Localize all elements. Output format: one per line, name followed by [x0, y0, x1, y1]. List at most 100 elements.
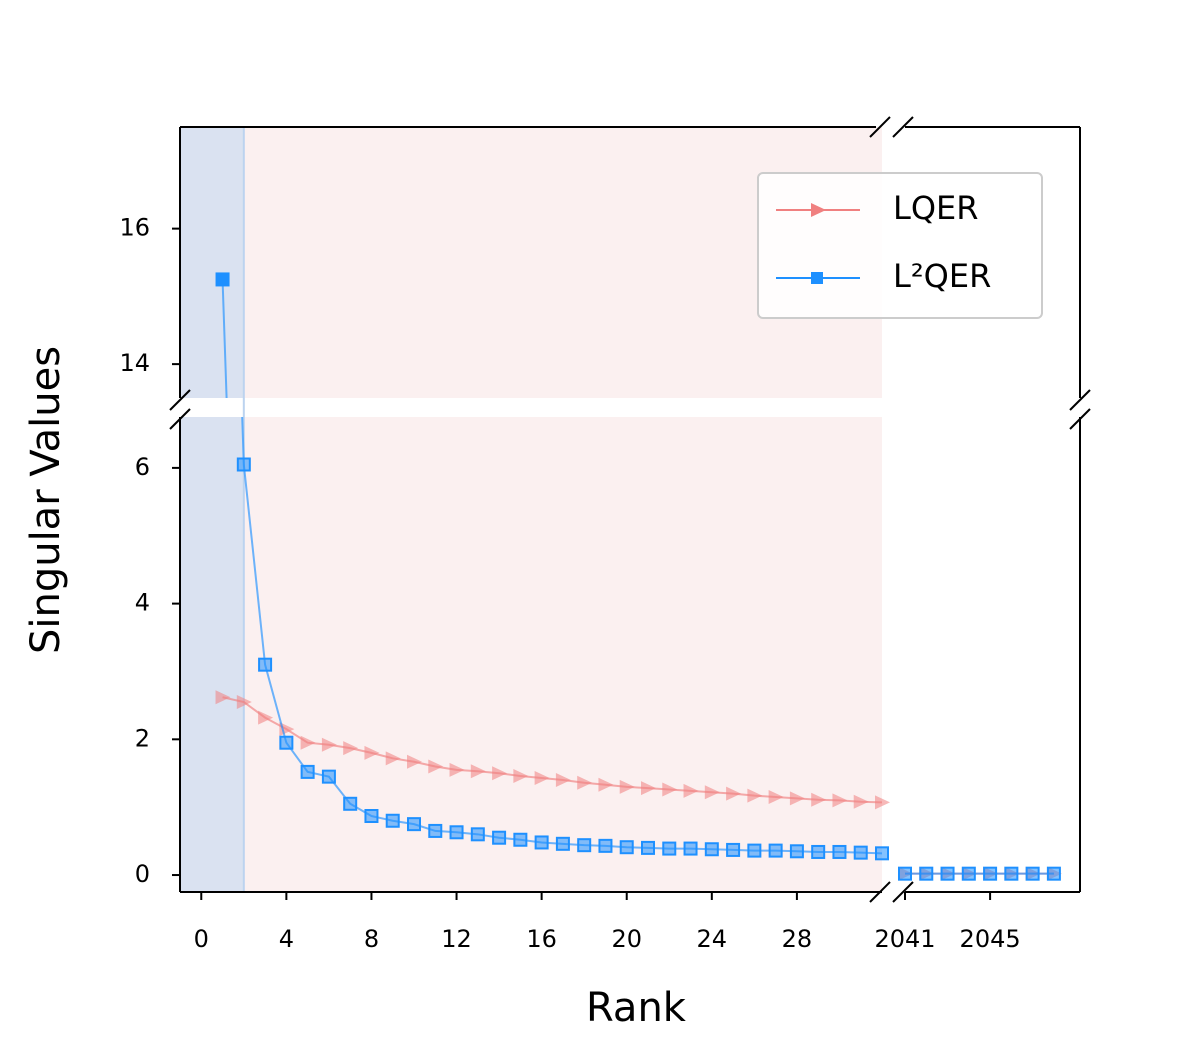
data-point	[364, 745, 380, 760]
data-point	[983, 866, 998, 881]
legend-label: LQER	[893, 189, 978, 227]
break-mark	[169, 389, 191, 411]
y-tick-label: 16	[119, 214, 150, 242]
x-tick-label: 2041	[874, 925, 935, 953]
data-point	[215, 272, 230, 287]
data-point	[704, 842, 719, 857]
break-mark	[892, 881, 914, 903]
data-point	[236, 457, 251, 472]
data-point	[619, 779, 635, 794]
data-point	[598, 777, 614, 792]
x-tick-label: 0	[194, 925, 209, 953]
legend-marker	[811, 272, 823, 284]
shaded-region	[180, 417, 244, 892]
shaded-region	[243, 417, 882, 892]
data-point	[940, 866, 955, 881]
data-point	[641, 781, 656, 796]
x-tick-label: 2045	[960, 925, 1021, 953]
y-tick-label: 2	[135, 724, 150, 752]
data-point	[555, 836, 570, 851]
break-mark	[169, 408, 191, 430]
data-point	[683, 783, 699, 798]
data-point	[853, 845, 868, 860]
break-mark	[1069, 408, 1091, 430]
data-point	[364, 809, 379, 823]
data-point	[215, 690, 231, 705]
x-tick-label: 8	[364, 925, 379, 953]
data-point	[789, 791, 805, 806]
data-point	[258, 710, 274, 725]
data-point	[768, 790, 784, 804]
data-point	[449, 825, 464, 840]
x-tick-label: 28	[782, 925, 813, 953]
frame	[169, 116, 1091, 903]
data-point	[1004, 866, 1019, 881]
data-point	[619, 840, 634, 855]
data-point	[534, 771, 550, 785]
data-point	[236, 695, 252, 709]
plot	[215, 272, 1062, 881]
data-point	[407, 754, 422, 769]
y-axis-label: Singular Values	[23, 346, 69, 654]
data-point	[385, 751, 401, 766]
data-point	[470, 764, 486, 779]
data-point	[875, 846, 889, 861]
legend-label: L²QER	[893, 257, 991, 295]
data-point	[492, 766, 508, 781]
x-tick-label: 20	[611, 925, 642, 953]
data-point	[300, 735, 316, 750]
data-point	[598, 838, 613, 853]
data-point	[1025, 866, 1040, 881]
data-point	[811, 792, 827, 807]
data-point	[555, 773, 571, 788]
legend: LQER L²QER	[757, 172, 1043, 319]
data-point	[534, 835, 549, 850]
data-point	[832, 793, 848, 808]
data-point	[321, 737, 337, 752]
x-tick-label: 12	[441, 925, 472, 953]
data-point	[300, 764, 315, 779]
data-point	[747, 843, 762, 858]
series	[215, 272, 1061, 881]
data-point	[385, 813, 400, 828]
data-point	[449, 762, 465, 777]
data-point	[577, 838, 592, 853]
data-point	[662, 841, 677, 856]
data-point	[577, 775, 593, 790]
x-tick-label: 16	[526, 925, 557, 953]
data-point	[513, 768, 529, 783]
data-point	[343, 796, 358, 811]
data-point	[853, 794, 869, 809]
data-point	[875, 795, 890, 810]
data-point	[919, 866, 934, 881]
x-axis-label: Rank	[586, 985, 687, 1031]
legend-marker	[811, 203, 826, 217]
x-tick-label: 24	[697, 925, 728, 953]
data-point	[768, 843, 783, 858]
break-mark	[869, 116, 891, 138]
data-point	[1046, 866, 1061, 881]
data-point	[407, 817, 421, 832]
y-tick-label: 14	[119, 349, 150, 377]
break-mark	[1069, 389, 1091, 411]
y-tick-label: 6	[135, 453, 150, 481]
data-point	[513, 832, 528, 847]
x-tick-label: 4	[279, 925, 294, 953]
y-tick-label: 4	[135, 589, 150, 617]
data-point	[492, 830, 507, 845]
data-point	[898, 866, 912, 881]
data-point	[747, 788, 763, 803]
data-point	[704, 785, 720, 800]
data-point	[811, 844, 826, 859]
data-point	[428, 759, 444, 774]
data-point	[470, 827, 485, 842]
y-tick-label: 0	[135, 860, 150, 888]
break-mark	[892, 116, 914, 138]
data-point	[641, 840, 655, 855]
data-point	[961, 866, 976, 881]
data-point	[726, 842, 741, 857]
data-point	[832, 844, 847, 859]
data-point	[428, 823, 443, 838]
